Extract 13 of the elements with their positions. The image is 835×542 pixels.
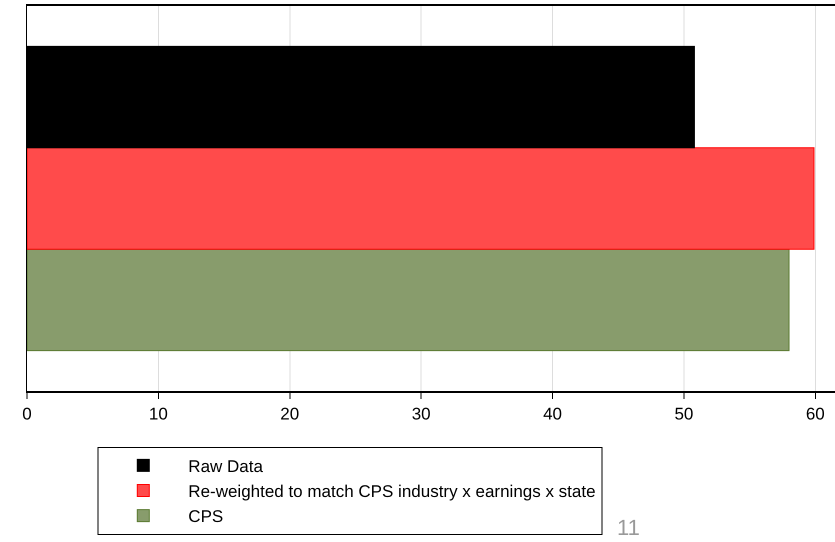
x-tick-label: 30 [412, 404, 431, 424]
x-tick-label: 0 [22, 404, 32, 424]
x-tick-label: 60 [806, 404, 825, 424]
legend-label: Re-weighted to match CPS industry x earnings x state [188, 482, 596, 502]
legend-label: Raw Data [188, 457, 264, 476]
x-tick-label: 40 [543, 404, 562, 424]
x-tick-label: 50 [674, 404, 694, 424]
legend-label: CPS [188, 507, 224, 526]
bar [27, 147, 814, 250]
x-tick-label: 20 [280, 404, 300, 424]
x-tick-label: 10 [148, 404, 168, 424]
bar [27, 248, 790, 352]
text: 11 [617, 515, 640, 540]
